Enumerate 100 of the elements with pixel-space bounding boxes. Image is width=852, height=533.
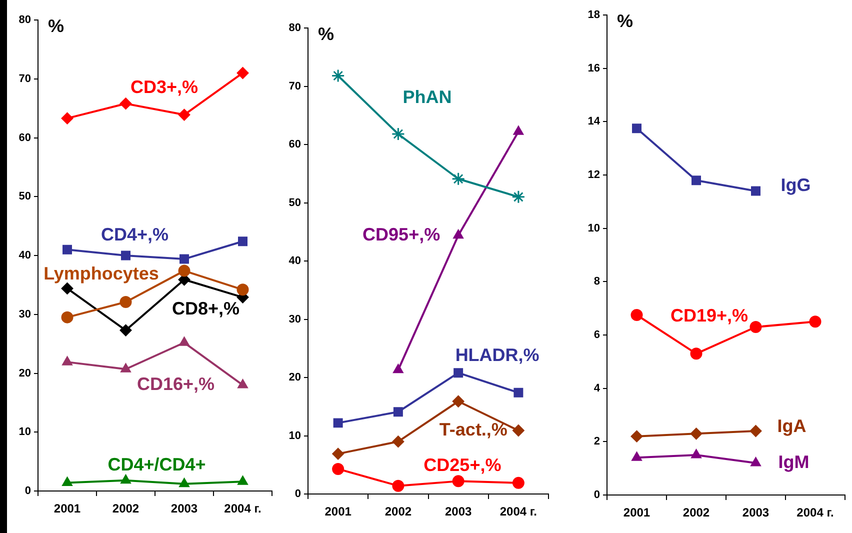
point	[178, 108, 190, 121]
point	[692, 176, 701, 186]
point	[178, 336, 190, 346]
y-tick-label: 20	[288, 372, 301, 384]
y-tick-label: 70	[18, 72, 31, 85]
point	[809, 316, 822, 328]
y-axis-title: %	[318, 24, 334, 44]
series-label: IgA	[777, 416, 806, 436]
point	[514, 388, 524, 398]
point	[512, 190, 526, 204]
point	[453, 229, 464, 239]
y-tick-label: 16	[588, 62, 600, 74]
x-tick-label: 2004 г.	[796, 506, 834, 520]
series-label: Lymphocytes	[44, 263, 159, 284]
y-tick-label: 40	[18, 250, 31, 262]
point	[452, 395, 464, 408]
point	[120, 474, 132, 484]
y-tick-label: 60	[18, 132, 31, 144]
y-tick-label: 4	[594, 382, 601, 394]
y-tick-label: 40	[288, 255, 301, 268]
series-label: CD95+,%	[362, 224, 440, 244]
point	[332, 462, 344, 475]
y-tick-label: 30	[288, 313, 301, 326]
y-tick-label: 50	[288, 196, 301, 209]
point	[512, 424, 524, 437]
point	[452, 475, 464, 488]
series-label: CD19+,%	[670, 306, 748, 326]
point	[120, 324, 132, 336]
point	[630, 309, 643, 321]
x-tick-label: 2004 г.	[224, 502, 262, 516]
y-tick-label: 18	[588, 9, 600, 22]
point	[751, 186, 760, 196]
y-tick-label: 30	[18, 308, 31, 320]
point	[178, 478, 190, 488]
y-tick-label: 80	[18, 14, 31, 26]
y-tick-label: 12	[588, 169, 600, 182]
y-tick-label: 8	[594, 276, 600, 288]
x-tick-label: 2001	[54, 502, 81, 516]
y-tick-label: 0	[24, 485, 31, 498]
series-label: PhAN	[402, 86, 452, 107]
point	[750, 321, 762, 333]
series-label: IgG	[780, 174, 811, 195]
point	[238, 236, 248, 246]
y-tick-label: 6	[594, 329, 600, 342]
point	[630, 430, 643, 442]
series-label: CD16+,%	[136, 374, 215, 394]
series-label: CD4+,%	[100, 224, 169, 244]
point	[513, 126, 524, 135]
point	[391, 127, 405, 141]
point	[392, 364, 404, 374]
series-label: CD8+,%	[172, 298, 240, 318]
y-tick-label: 50	[18, 190, 31, 203]
point	[452, 172, 466, 186]
point	[750, 425, 762, 437]
point	[632, 124, 642, 134]
point	[512, 476, 524, 489]
point	[331, 69, 345, 83]
point	[333, 418, 343, 428]
x-tick-label: 2003	[742, 506, 770, 520]
point	[392, 480, 404, 492]
point	[180, 254, 189, 264]
y-tick-label: 0	[594, 489, 600, 502]
y-axis-title: %	[48, 16, 64, 36]
point	[237, 476, 248, 485]
point	[62, 476, 73, 486]
y-tick-label: 10	[588, 222, 600, 234]
x-tick-label: 2003	[444, 504, 472, 519]
point	[120, 296, 132, 308]
y-tick-label: 10	[18, 426, 31, 438]
point	[454, 368, 464, 378]
point	[62, 244, 72, 254]
series-label: CD3+,%	[130, 76, 198, 97]
series-label: CD25+,%	[424, 454, 502, 475]
y-axis-title: %	[617, 10, 634, 31]
point	[236, 66, 249, 79]
point	[690, 348, 702, 360]
series-label: T-act.,%	[439, 419, 508, 440]
y-tick-label: 80	[288, 22, 301, 34]
series-label: CD4+/CD4+	[108, 454, 206, 474]
x-tick-label: 2002	[384, 504, 412, 519]
point	[237, 379, 248, 388]
point	[120, 363, 132, 372]
point	[332, 448, 344, 460]
x-tick-label: 2002	[112, 502, 140, 516]
point	[750, 457, 762, 466]
series-label: HLADR,%	[455, 344, 540, 365]
y-tick-label: 10	[288, 430, 301, 442]
point	[121, 250, 130, 260]
y-tick-label: 70	[288, 80, 301, 92]
x-tick-label: 2001	[623, 506, 650, 520]
point	[61, 112, 74, 124]
y-tick-label: 2	[594, 436, 600, 448]
y-tick-label: 0	[294, 488, 301, 500]
point	[393, 407, 403, 417]
point	[178, 264, 190, 277]
x-tick-label: 2001	[324, 504, 352, 519]
point	[392, 436, 404, 448]
y-tick-label: 20	[18, 367, 31, 380]
point	[120, 98, 132, 110]
x-tick-label: 2003	[170, 502, 198, 516]
